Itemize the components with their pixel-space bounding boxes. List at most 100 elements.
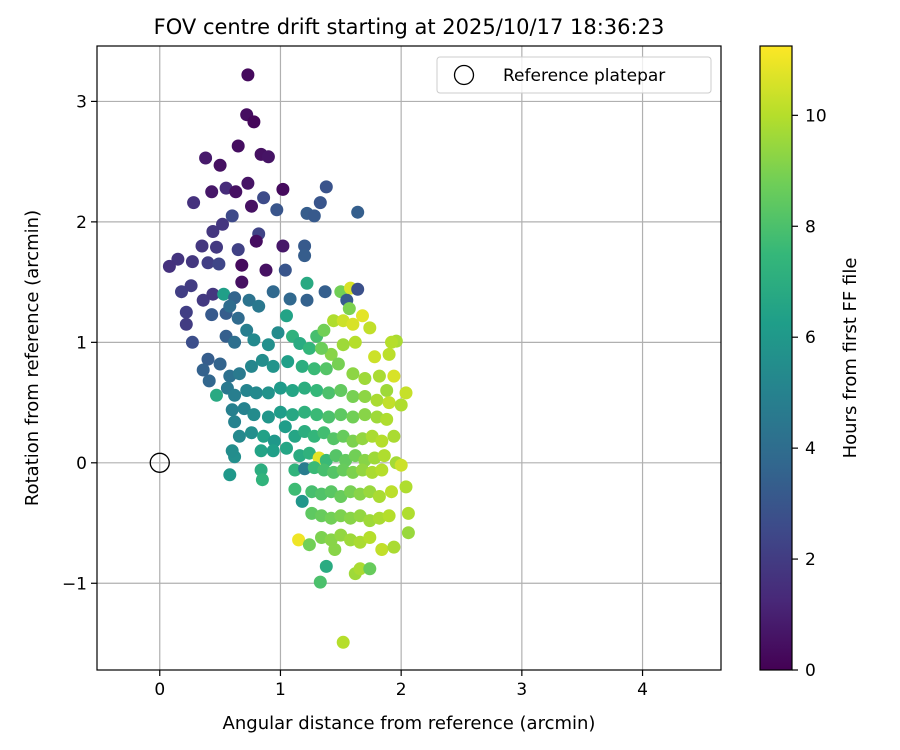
scatter-point [365, 429, 379, 443]
scatter-point [292, 533, 306, 547]
scatter-point [298, 462, 312, 476]
scatter-point [201, 352, 215, 366]
scatter-point [235, 275, 249, 289]
scatter-point [336, 463, 350, 477]
scatter-point [245, 359, 258, 373]
scatter-point [235, 258, 249, 272]
scatter-point [385, 485, 398, 499]
plot-area [96, 45, 722, 671]
scatter-point [274, 381, 287, 395]
scatter-point [375, 543, 389, 556]
scatter-point [225, 444, 239, 458]
scatter-point [346, 410, 360, 424]
scatter-point [334, 490, 348, 503]
scatter-point [223, 468, 237, 482]
scatter-point [298, 381, 312, 395]
x-tick-label: 2 [396, 680, 407, 700]
scatter-point [232, 367, 246, 381]
scatter-point [225, 209, 239, 223]
scatter-point [206, 225, 220, 238]
scatter-point [363, 531, 377, 544]
scatter-point [358, 408, 372, 422]
scatter-point [305, 485, 319, 499]
scatter-point [217, 287, 231, 301]
scatter-point [372, 369, 386, 383]
plot-background [97, 46, 721, 670]
scatter-point [370, 410, 384, 424]
scatter-point [199, 151, 213, 165]
scatter-point [305, 506, 319, 520]
scatter-point [210, 240, 223, 254]
scatter-point [368, 451, 382, 465]
scatter-point [261, 150, 275, 164]
colorbar-tick-label: 8 [805, 217, 816, 237]
scatter-point [280, 309, 293, 323]
scatter-point [276, 182, 290, 196]
scatter-point [240, 323, 254, 337]
scatter-point [353, 535, 367, 549]
colorbar-tick-label: 2 [805, 550, 816, 570]
scatter-point [356, 432, 369, 446]
scatter-point [351, 282, 365, 296]
scatter-point [336, 429, 350, 443]
scatter-point [358, 372, 372, 385]
scatter-point [266, 359, 280, 373]
scatter-point [179, 305, 193, 319]
scatter-point [278, 420, 292, 434]
scatter-point [324, 347, 338, 361]
scatter-point [363, 485, 377, 499]
scatter-point [382, 396, 396, 410]
scatter-point [205, 308, 219, 322]
scatter-point [328, 543, 342, 556]
scatter-point [252, 299, 266, 313]
scatter-point [278, 263, 292, 277]
scatter-point [310, 408, 324, 422]
scatter-point [274, 405, 287, 419]
scatter-point [336, 338, 350, 352]
scatter-point [387, 369, 401, 383]
scatter-point [377, 449, 391, 463]
scatter-point [259, 263, 273, 277]
grid [97, 46, 721, 670]
colorbar-tick-label: 10 [805, 106, 827, 126]
scatter-point [394, 458, 408, 472]
scatter-point [242, 293, 256, 307]
scatter-point [247, 333, 261, 347]
scatter-point [307, 362, 321, 376]
scatter-point [370, 393, 384, 407]
scatter-point [300, 276, 314, 290]
scatter-point [257, 191, 271, 205]
scatter-point [228, 335, 242, 349]
scatter-point [223, 299, 237, 313]
x-tick-label: 4 [637, 680, 648, 700]
scatter-point [212, 257, 226, 271]
scatter-point [245, 426, 258, 440]
scatter-point [346, 317, 360, 331]
scatter-point [298, 405, 312, 419]
scatter-point [231, 139, 245, 153]
scatter-point [185, 255, 199, 269]
scatter-point [249, 386, 263, 400]
scatter-point [210, 388, 223, 402]
scatter-point [202, 374, 216, 388]
scatter-point [288, 463, 302, 477]
scatter-point [318, 285, 332, 299]
scatter-point [271, 326, 285, 340]
scatter-point [334, 384, 348, 397]
scatter-point [315, 487, 328, 501]
scatter-point [322, 386, 336, 400]
scatter-point [319, 559, 333, 573]
scatter-point [372, 511, 386, 525]
scatter-point [213, 158, 227, 172]
colorbar-gradient [760, 46, 792, 670]
scatter-point [179, 317, 193, 331]
scatter-point [363, 562, 377, 576]
y-tick-label: 0 [76, 454, 87, 474]
scatter-point [387, 429, 401, 443]
scatter-point [288, 429, 302, 443]
scatter-point [356, 309, 369, 323]
scatter-point [266, 444, 280, 458]
scatter-point [317, 323, 331, 337]
scatter-point [315, 509, 328, 523]
scatter-point [241, 176, 255, 190]
